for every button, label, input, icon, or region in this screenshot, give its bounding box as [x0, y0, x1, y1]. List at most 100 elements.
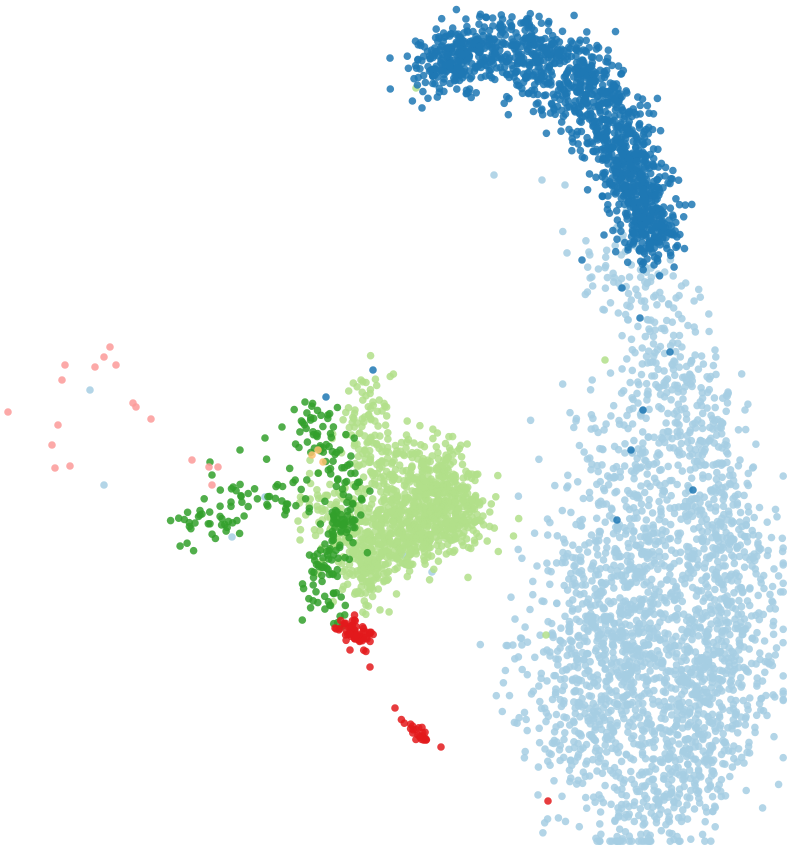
scatter-point-series-1 [727, 570, 736, 579]
scatter-point-series-1 [607, 706, 615, 715]
scatter-point-series-2 [296, 536, 304, 544]
scatter-point-series-0 [583, 28, 591, 36]
scatter-point-series-1 [658, 294, 666, 303]
scatter-point-series-1 [639, 619, 648, 628]
scatter-point-series-0 [611, 95, 619, 103]
scatter-point-series-1 [594, 265, 603, 273]
scatter-point-series-1 [628, 632, 637, 640]
scatter-point-series-1 [767, 533, 776, 542]
scatter-point-series-1 [490, 171, 498, 179]
scatter-point-series-1 [683, 665, 692, 673]
scatter-point-series-1 [632, 491, 641, 500]
scatter-point-series-1 [587, 609, 595, 618]
scatter-point-series-1 [601, 261, 610, 270]
scatter-point-series-1 [734, 426, 743, 434]
scatter-point-series-0 [594, 43, 603, 52]
scatter-point-series-1 [602, 682, 611, 691]
scatter-point-series-0 [623, 209, 631, 218]
scatter-point-series-1 [773, 513, 781, 521]
scatter-point-series-1 [578, 648, 587, 657]
scatter-point-series-1 [771, 651, 780, 659]
scatter-point-series-0 [629, 105, 637, 113]
scatter-point-series-1 [657, 724, 665, 732]
scatter-point-series-1 [606, 299, 615, 307]
scatter-point-series-1 [599, 500, 607, 509]
scatter-point-series-1 [642, 379, 651, 388]
scatter-point-series-3 [347, 469, 355, 478]
scatter-point-series-1 [558, 380, 567, 388]
scatter-point-series-1 [555, 746, 564, 754]
scatter-point-series-1 [703, 630, 711, 638]
scatter-point-series-1 [498, 707, 507, 716]
scatter-point-series-0 [629, 216, 638, 225]
scatter-point-series-1 [543, 515, 552, 523]
scatter-point-series-1 [640, 524, 648, 532]
scatter-point-series-1 [723, 458, 731, 467]
scatter-point-series-1 [557, 637, 565, 645]
scatter-point-series-2 [371, 375, 380, 384]
scatter-point-series-1 [649, 803, 657, 811]
scatter-point-series-3 [350, 434, 359, 442]
scatter-point-series-1 [594, 751, 603, 760]
scatter-point-series-1 [529, 577, 537, 586]
scatter-point-series-1 [747, 612, 756, 620]
scatter-point-series-1 [677, 282, 686, 290]
scatter-point-series-1 [625, 406, 634, 414]
scatter-point-series-3 [292, 501, 300, 510]
scatter-point-series-1 [606, 369, 615, 377]
scatter-point-series-0 [669, 211, 677, 219]
scatter-point-series-1 [715, 711, 724, 719]
scatter-point-series-2 [457, 441, 465, 450]
scatter-point-series-1 [742, 786, 750, 795]
scatter-point-series-1 [742, 516, 751, 524]
scatter-point-series-2 [435, 474, 443, 482]
scatter-point-series-2 [374, 422, 382, 430]
scatter-point-series-1 [558, 558, 566, 567]
scatter-point-series-3 [176, 542, 184, 550]
scatter-point-series-1 [601, 741, 609, 749]
scatter-point-series-1 [572, 582, 580, 590]
scatter-point-series-1 [592, 514, 601, 523]
scatter-point-series-0 [643, 101, 652, 110]
scatter-point-series-2 [454, 506, 463, 515]
scatter-point-series-1 [596, 626, 605, 634]
scatter-point-series-1 [709, 361, 718, 370]
scatter-point-series-1 [655, 515, 663, 524]
scatter-point-series-1 [514, 545, 522, 554]
scatter-point-series-1 [640, 613, 648, 621]
scatter-point-series-1 [719, 562, 727, 570]
scatter-point-series-5 [205, 463, 213, 471]
scatter-point-series-1 [779, 687, 787, 695]
scatter-point-series-1 [718, 628, 726, 636]
scatter-point-series-3 [305, 504, 314, 513]
scatter-point-series-1 [618, 331, 626, 340]
scatter-point-series-0 [681, 201, 690, 209]
scatter-point-series-1 [499, 679, 508, 687]
scatter-point-series-1 [748, 562, 756, 570]
scatter-point-series-1 [659, 486, 667, 495]
scatter-point-series-1 [644, 588, 652, 596]
scatter-point-series-2 [459, 474, 468, 482]
scatter-point-series-1 [703, 527, 712, 536]
scatter-point-series-3 [340, 521, 348, 530]
scatter-point-series-3 [299, 584, 308, 593]
scatter-point-series-0 [580, 58, 588, 67]
scatter-point-series-3 [329, 423, 338, 431]
scatter-point-series-1 [560, 682, 568, 690]
scatter-point-series-2 [468, 496, 476, 505]
scatter-point-series-1 [675, 451, 684, 459]
scatter-point-series-3 [333, 403, 342, 412]
scatter-point-series-1 [731, 711, 740, 719]
scatter-point-series-1 [686, 426, 695, 435]
scatter-point-series-1 [558, 792, 566, 801]
scatter-point-series-1 [637, 657, 645, 665]
scatter-point-series-1 [523, 726, 531, 735]
scatter-point-series-2 [419, 460, 428, 469]
scatter-point-series-5 [100, 353, 108, 361]
scatter-point-series-1 [617, 562, 625, 571]
scatter-point-series-0 [572, 44, 581, 52]
scatter-point-series-1 [763, 518, 771, 526]
scatter-point-series-1 [577, 557, 585, 566]
scatter-point-series-1 [639, 821, 647, 829]
scatter-point-series-1 [729, 537, 738, 545]
